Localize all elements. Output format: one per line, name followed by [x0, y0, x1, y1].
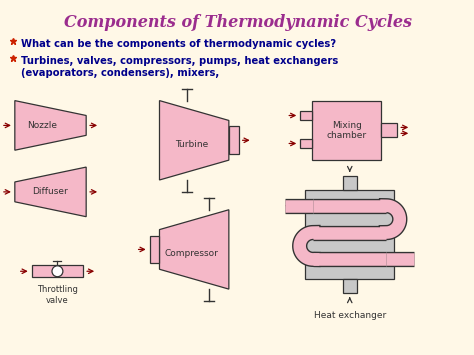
- Bar: [382, 124, 397, 137]
- Text: Mixing
chamber: Mixing chamber: [327, 121, 367, 140]
- Polygon shape: [150, 235, 159, 263]
- Bar: [312, 100, 382, 160]
- Circle shape: [52, 266, 63, 277]
- Bar: [32, 265, 83, 277]
- Bar: [300, 110, 312, 120]
- Bar: [300, 138, 312, 148]
- Polygon shape: [159, 100, 229, 180]
- Text: Turbines, valves, compressors, pumps, heat exchangers
(evaporators, condensers),: Turbines, valves, compressors, pumps, he…: [21, 56, 338, 77]
- Polygon shape: [15, 167, 86, 217]
- Text: Components of Thermodynamic Cycles: Components of Thermodynamic Cycles: [64, 14, 412, 31]
- Bar: [343, 279, 356, 293]
- Text: Compressor: Compressor: [164, 249, 218, 258]
- Text: Heat exchanger: Heat exchanger: [314, 311, 386, 320]
- Text: Turbine: Turbine: [174, 140, 208, 149]
- Text: Throttling
valve: Throttling valve: [37, 285, 78, 305]
- Text: What can be the components of thermodynamic cycles?: What can be the components of thermodyna…: [21, 39, 336, 49]
- Polygon shape: [229, 126, 239, 154]
- Polygon shape: [15, 100, 86, 150]
- Text: Nozzle: Nozzle: [27, 121, 57, 130]
- Bar: [305, 190, 394, 279]
- Bar: [343, 176, 356, 190]
- Text: Diffuser: Diffuser: [32, 187, 67, 196]
- Polygon shape: [159, 210, 229, 289]
